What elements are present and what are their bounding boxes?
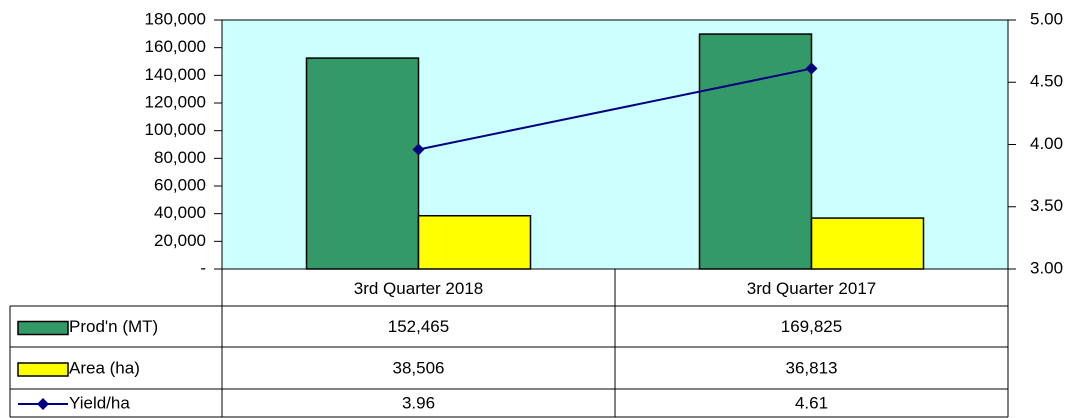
y-tick-label: 140,000 [145,65,206,84]
legend-key [17,362,69,377]
bar [698,33,813,270]
legend-label: Yield/ha [69,393,130,412]
y2-tick-label: 5.00 [1030,9,1063,28]
line [418,67,812,151]
data-label: 169,825 [781,317,842,336]
y2-tick-label: 4.00 [1030,134,1063,153]
bar [305,57,420,270]
y-tick-label: - [200,258,206,277]
bar [810,217,925,270]
y-tick-label: 60,000 [154,175,206,194]
y2-tick-label: 3.50 [1030,196,1063,215]
y-tick-label: 80,000 [154,148,206,167]
data-label: 4.61 [795,393,828,412]
legend-label: Area (ha) [69,358,140,377]
legend-key-marker [37,398,49,410]
y-tick-label: 160,000 [145,37,206,56]
data-label: 36,813 [786,358,838,377]
y-tick-label: 40,000 [154,203,206,222]
data-label: 38,506 [393,358,445,377]
line-marker [412,143,425,156]
x-tick-label: 3rd Quarter 2018 [354,279,483,298]
legend-label: Prod'n (MT) [69,317,158,336]
y2-tick-label: 4.50 [1030,72,1063,91]
legend-key [17,320,69,336]
y-tick-label: 100,000 [145,120,206,139]
bar [417,214,532,270]
line-marker [805,62,818,75]
y-tick-label: 120,000 [145,92,206,111]
y-tick-label: 20,000 [154,231,206,250]
y-tick-label: 180,000 [145,9,206,28]
y2-tick-label: 3.00 [1030,258,1063,277]
data-label: 3.96 [402,393,435,412]
data-label: 152,465 [388,317,449,336]
x-tick-label: 3rd Quarter 2017 [747,279,876,298]
